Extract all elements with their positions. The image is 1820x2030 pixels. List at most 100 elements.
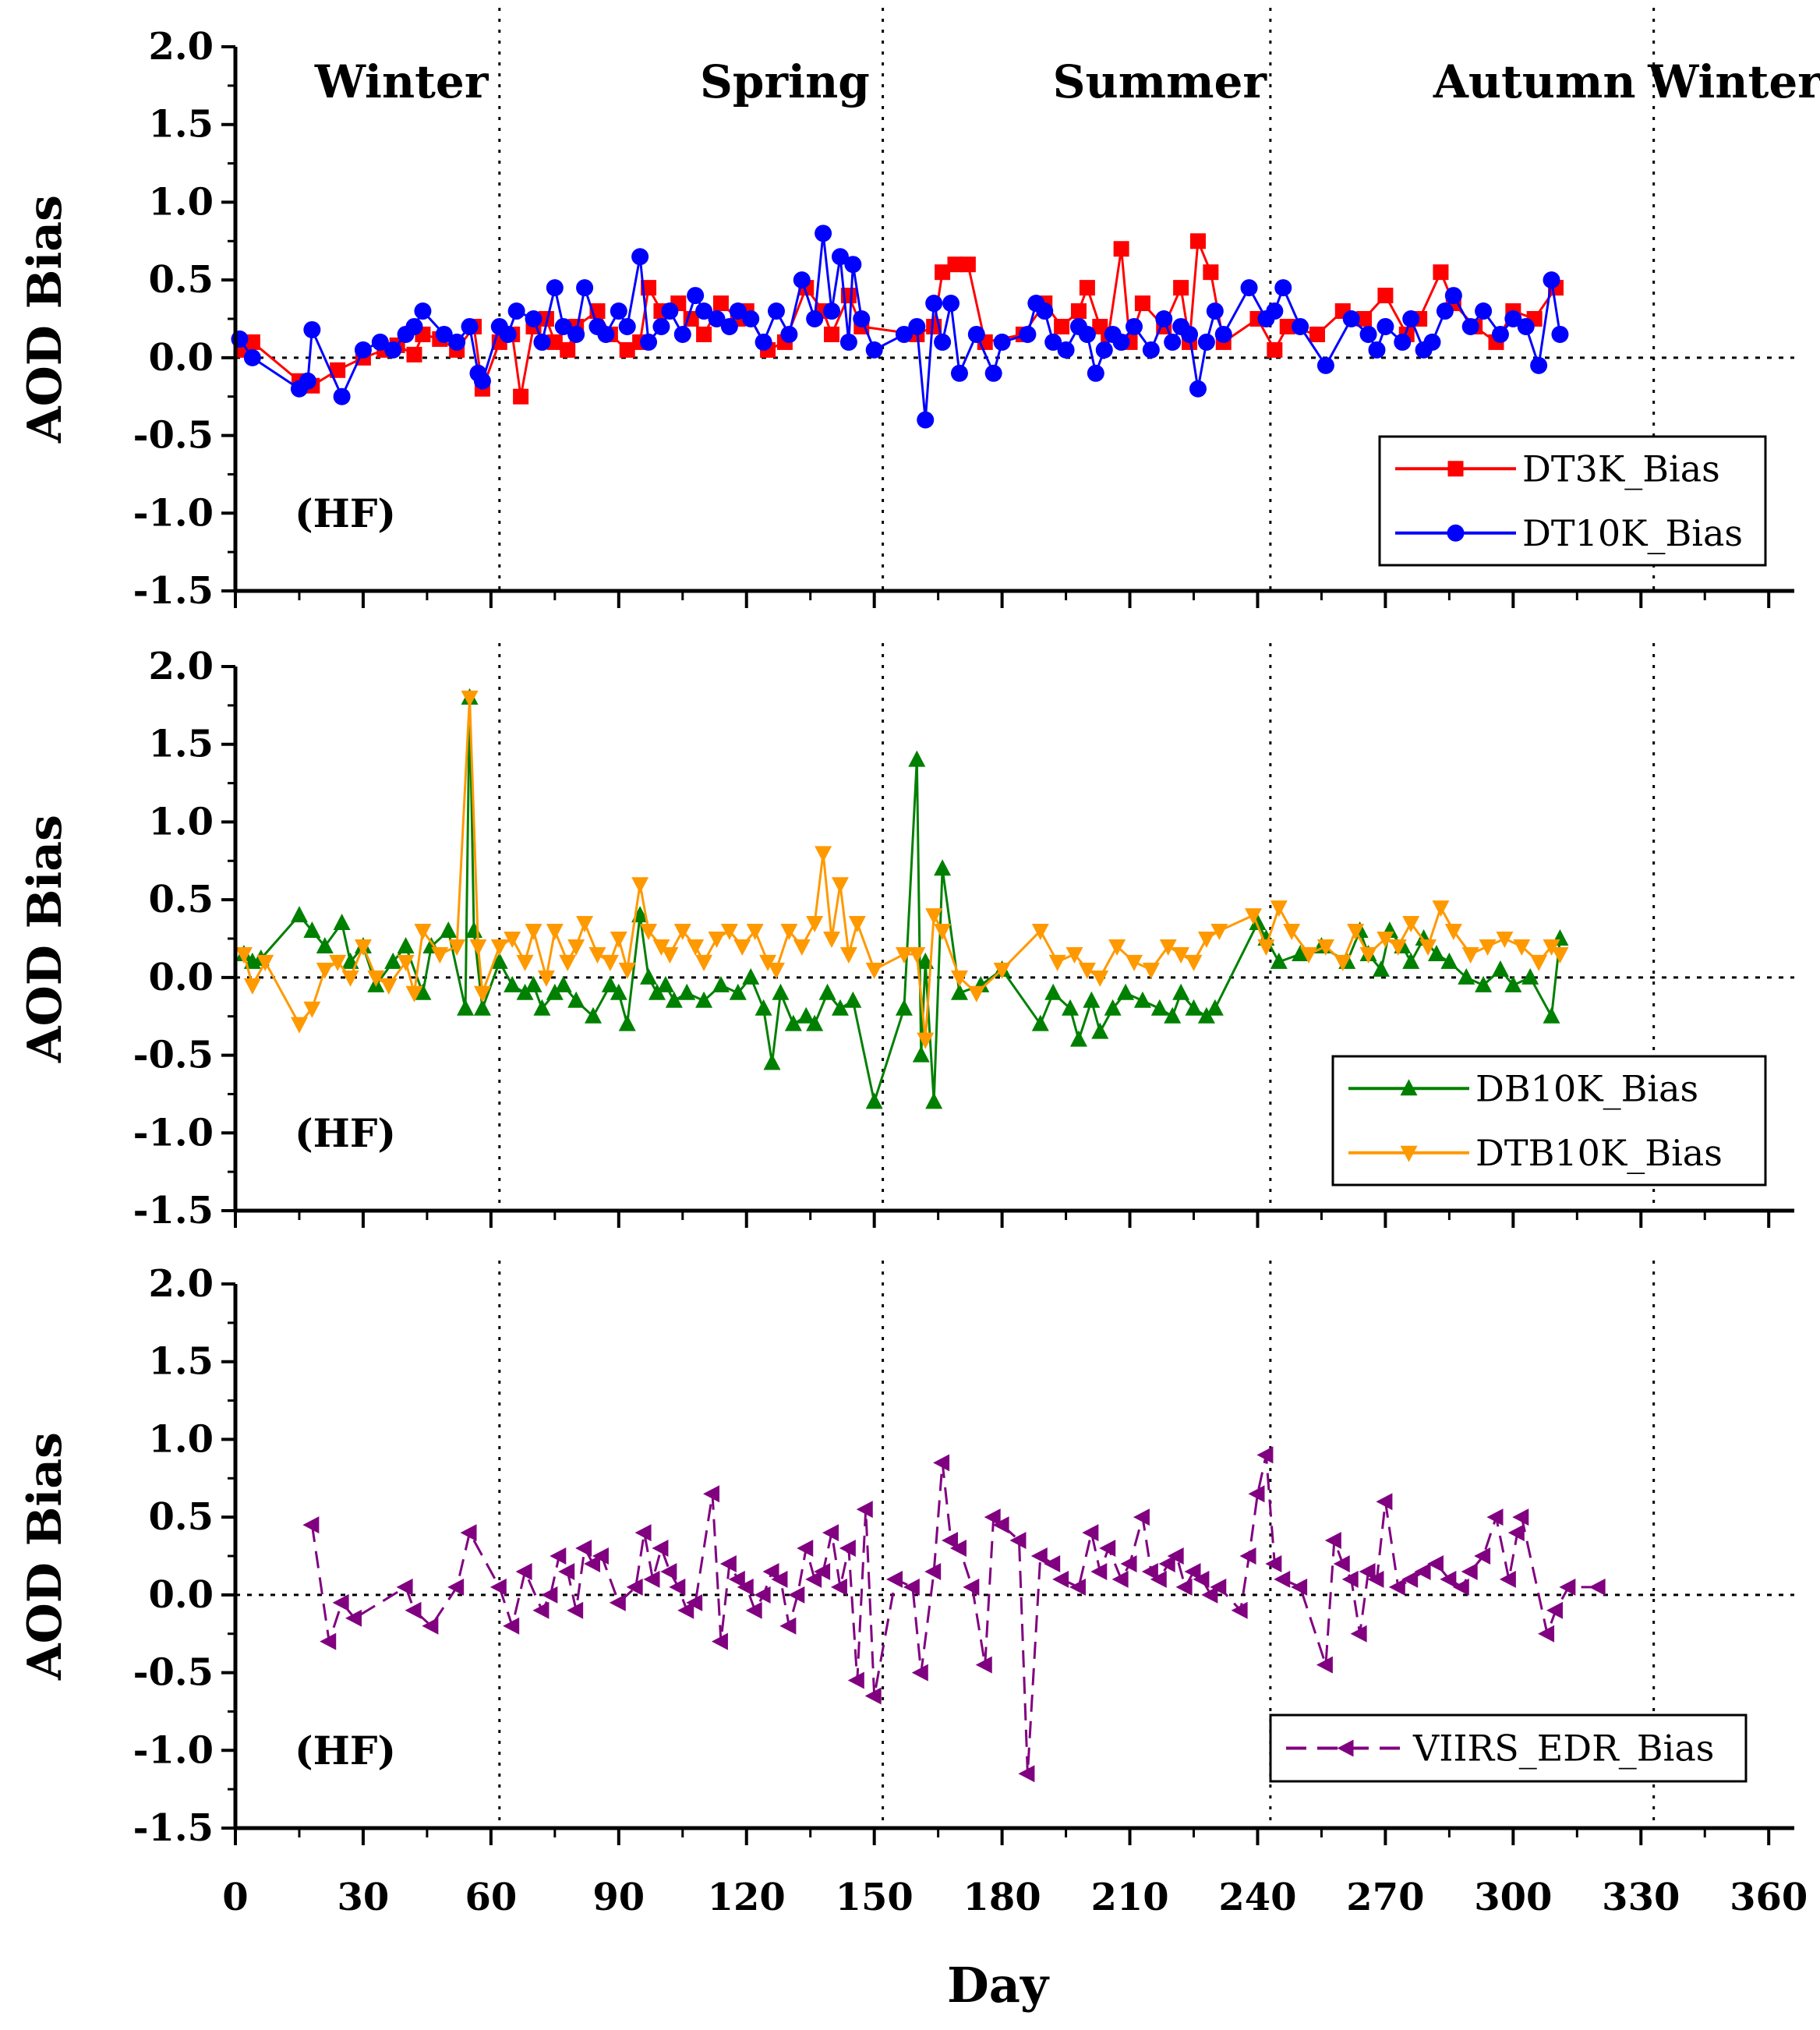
- data-point: [848, 916, 866, 933]
- data-point: [290, 1017, 308, 1034]
- data-point: [499, 325, 517, 343]
- data-point: [461, 317, 479, 335]
- data-point: [1316, 1656, 1333, 1674]
- data-point: [925, 1092, 943, 1109]
- data-point: [1458, 967, 1475, 985]
- data-point: [853, 310, 871, 327]
- data-point: [516, 983, 534, 1000]
- data-point: [1044, 1554, 1061, 1572]
- data-point: [806, 310, 824, 327]
- season-label: Winter: [1647, 55, 1820, 108]
- series-VIIRS_EDR_Bias: [302, 1446, 1606, 1783]
- data-point: [1111, 1570, 1129, 1588]
- x-tick-label: 90: [592, 1876, 645, 1919]
- data-point: [856, 1501, 873, 1519]
- data-point: [1257, 939, 1275, 956]
- data-point: [1265, 1554, 1282, 1572]
- legend-box: [1331, 1055, 1767, 1187]
- data-point: [648, 983, 666, 1000]
- panel-bottom: 2.0 1.5 1.0 0.5 0.0 -0.5 -1.0 -1.5 AOD Bias (HF…: [18, 1261, 1794, 1850]
- data-point: [303, 320, 321, 338]
- data-point: [864, 1687, 882, 1705]
- data-point: [1486, 1508, 1504, 1526]
- data-point: [1504, 975, 1522, 992]
- data-point: [567, 1601, 584, 1619]
- data-point: [618, 1014, 636, 1031]
- data-point: [784, 1014, 802, 1031]
- data-point: [1117, 983, 1135, 1000]
- data-point: [525, 310, 542, 327]
- data-point: [1334, 954, 1352, 971]
- y-tick-label: -0.5: [133, 1034, 214, 1077]
- data-point: [687, 287, 705, 305]
- data-point: [844, 991, 862, 1008]
- data-point: [1133, 1508, 1150, 1526]
- legend-label: DT3K_Bias: [1522, 447, 1720, 490]
- data-point: [634, 1524, 652, 1542]
- data-point: [925, 908, 943, 925]
- data-point: [1069, 1578, 1086, 1596]
- data-point: [1062, 999, 1080, 1016]
- data-point: [515, 1562, 532, 1580]
- data-point: [947, 256, 963, 273]
- data-point: [779, 1617, 797, 1635]
- data-point: [567, 939, 585, 956]
- data-point: [1070, 303, 1087, 320]
- y-tick-label: 0.5: [148, 258, 214, 302]
- data-point: [584, 1554, 601, 1572]
- data-point: [354, 341, 372, 359]
- data-point: [457, 999, 475, 1016]
- data-point: [844, 256, 862, 274]
- data-point: [830, 1578, 847, 1596]
- data-point: [745, 1601, 762, 1619]
- data-point: [831, 248, 849, 266]
- data-point: [865, 1092, 883, 1109]
- data-point: [984, 364, 1002, 382]
- data-point: [303, 921, 321, 939]
- data-point: [1082, 1524, 1099, 1542]
- data-point: [665, 991, 683, 1008]
- data-point: [516, 954, 534, 971]
- data-point: [422, 1617, 439, 1635]
- data-point: [1108, 939, 1126, 956]
- data-point: [1432, 900, 1450, 918]
- data-point: [772, 983, 790, 1000]
- data-point: [560, 341, 576, 358]
- data-point: [1201, 1586, 1218, 1604]
- data-point: [1009, 1532, 1027, 1550]
- data-point: [1270, 952, 1288, 969]
- data-point: [1078, 325, 1096, 343]
- data-point: [754, 1586, 771, 1604]
- data-point: [1543, 271, 1560, 289]
- data-point: [1141, 1562, 1158, 1580]
- data-point: [576, 916, 594, 933]
- data-point: [1203, 264, 1219, 281]
- legend-swatch-marker: [1337, 1739, 1354, 1757]
- data-point: [1239, 1547, 1256, 1565]
- data-point: [908, 750, 926, 767]
- data-point: [924, 1562, 942, 1580]
- y-axis-label: AOD Bias: [18, 815, 72, 1063]
- data-point: [1206, 999, 1224, 1016]
- data-point: [797, 1006, 815, 1024]
- data-point: [1175, 1578, 1193, 1596]
- data-point: [397, 954, 415, 971]
- data-point: [1087, 364, 1104, 382]
- data-point: [1031, 1014, 1049, 1031]
- x-tick-label: 30: [337, 1876, 390, 1919]
- data-point: [963, 1578, 980, 1596]
- data-point: [1036, 302, 1054, 320]
- data-point: [1031, 924, 1049, 941]
- data-point: [537, 970, 555, 987]
- data-point: [818, 983, 836, 1000]
- data-point: [1376, 317, 1394, 335]
- y-tick-label: 0.5: [148, 1495, 214, 1539]
- data-point: [1402, 952, 1420, 969]
- data-point: [1197, 1006, 1215, 1024]
- data-point: [1559, 1578, 1576, 1596]
- data-point: [742, 967, 760, 985]
- data-point: [831, 999, 849, 1016]
- data-point: [763, 1053, 781, 1070]
- data-point: [371, 333, 389, 351]
- legend-label: DTB10K_Bias: [1475, 1132, 1723, 1174]
